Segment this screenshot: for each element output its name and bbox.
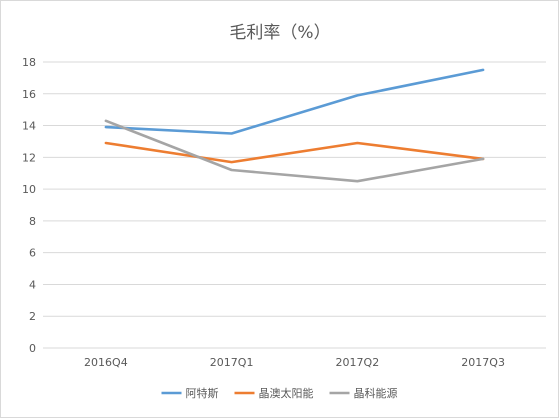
y-axis-tick-labels: 0 2 4 6 8 10 12 14 16 18	[22, 56, 36, 355]
y-tick-label: 4	[29, 278, 36, 291]
x-tick-label: 2017Q2	[336, 356, 380, 369]
gridlines	[43, 61, 546, 349]
chart-title: 毛利率（%）	[229, 23, 330, 43]
series-line-1	[104, 68, 485, 135]
y-tick-label: 8	[29, 215, 36, 228]
x-tick-label: 2017Q1	[210, 356, 254, 369]
y-tick-label: 0	[29, 342, 36, 355]
y-tick-label: 12	[22, 151, 36, 164]
y-tick-label: 16	[22, 88, 36, 101]
y-tick-label: 2	[29, 310, 36, 323]
legend: 阿特斯 晶澳太阳能 晶科能源	[161, 386, 398, 400]
x-axis-tick-labels: 2016Q4 2017Q1 2017Q2 2017Q3	[84, 356, 505, 369]
x-tick-label: 2016Q4	[84, 356, 128, 369]
y-tick-label: 10	[22, 183, 36, 196]
series-line-3	[104, 119, 485, 183]
y-tick-label: 14	[22, 120, 36, 133]
x-tick-label: 2017Q3	[461, 356, 505, 369]
series-line-2	[104, 141, 485, 164]
y-tick-label: 18	[22, 56, 36, 69]
legend-label-3: 晶科能源	[354, 386, 398, 400]
legend-label-1: 阿特斯	[186, 386, 219, 400]
series-lines	[104, 68, 485, 183]
y-tick-label: 6	[29, 247, 36, 260]
legend-label-2: 晶澳太阳能	[259, 386, 314, 400]
